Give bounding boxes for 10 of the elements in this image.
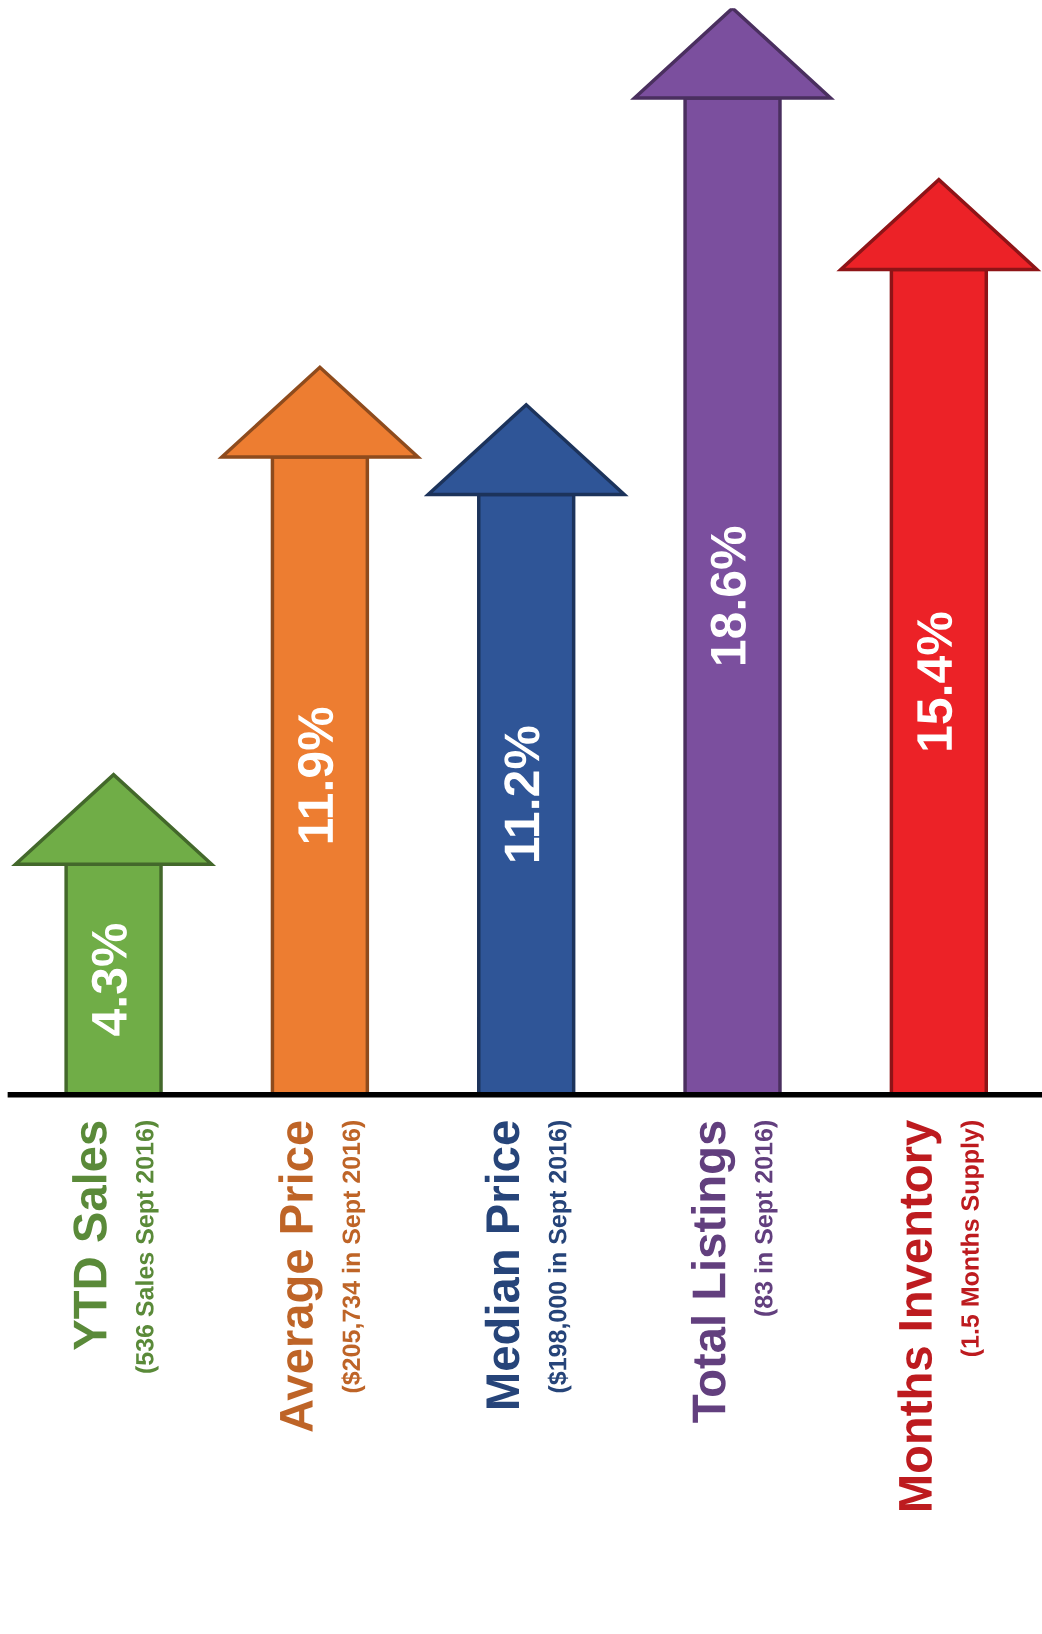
data-label: 11.2% xyxy=(504,726,540,861)
x-tick-label: YTD Sales (536 Sales Sept 2016) xyxy=(72,1121,159,1373)
data-label: 15.4% xyxy=(916,612,953,750)
x-tick-label: Median Price ($198,000 in Sept 2016) xyxy=(484,1121,572,1408)
data-label: 18.6% xyxy=(710,526,746,665)
x-tick-label: Months Inventory (1.5 Months Supply) xyxy=(897,1120,984,1511)
x-tick-label: Total Listings (83 in Sept 2016) xyxy=(690,1121,778,1423)
x-tick-label: Average Price ($205,734 in Sept 2016) xyxy=(278,1121,366,1432)
data-label: 4.3% xyxy=(91,923,128,1036)
data-label: 11.9% xyxy=(297,707,334,843)
